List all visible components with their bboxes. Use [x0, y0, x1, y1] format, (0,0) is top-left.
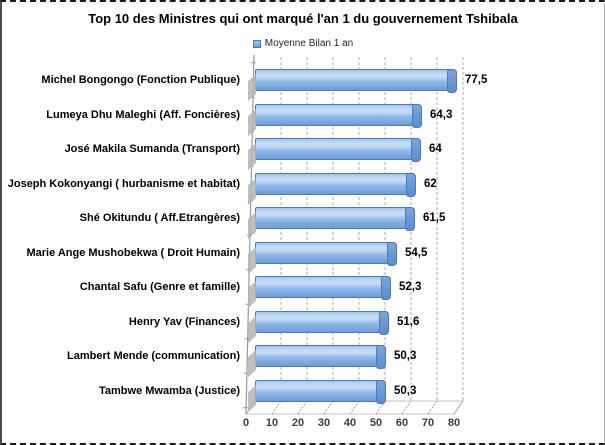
- x-tick-label: 60: [395, 417, 409, 429]
- bar-2: [255, 103, 422, 128]
- category-label: Joseph Kokonyangi ( hurbanisme et habita…: [7, 177, 240, 190]
- value-label: 61,5: [423, 212, 446, 224]
- chart-title: Top 10 des Ministres qui ont marqué l'an…: [88, 11, 518, 26]
- category-label: Lumeya Dhu Maleghi (Aff. Foncières): [46, 108, 240, 121]
- category-label: José Makila Sumanda (Transport): [64, 142, 240, 155]
- bar-7: [255, 276, 391, 300]
- x-tick-label: 0: [242, 417, 250, 429]
- bar-10: [255, 379, 386, 404]
- x-tick-label: 50: [369, 417, 383, 429]
- bar-9: [255, 345, 386, 369]
- category-label: Chantal Safu (Genre et famille): [79, 280, 240, 293]
- category-label: Tambwe Mwamba (Justice): [99, 384, 240, 397]
- x-tick-label: 40: [343, 417, 357, 429]
- legend-swatch-icon: [252, 39, 261, 48]
- bar-3: [255, 138, 421, 162]
- bar-6: [255, 241, 397, 266]
- value-label: 50,3: [394, 384, 417, 397]
- value-label: 77,5: [465, 74, 488, 86]
- category-label: Shé Okitundu ( Aff.Etrangères): [79, 211, 240, 224]
- x-tick-label: 80: [447, 417, 461, 429]
- legend: Moyenne Bilan 1 an: [2, 38, 604, 49]
- value-label: 64: [429, 143, 442, 155]
- bar-5: [255, 207, 415, 231]
- x-tick-label: 20: [291, 417, 305, 429]
- category-label: Henry Yav (Finances): [128, 315, 240, 328]
- bar-4: [255, 172, 416, 197]
- x-tick-label: 70: [421, 417, 435, 429]
- x-tick-label: 30: [317, 417, 331, 429]
- category-label: Marie Ange Mushobekwa ( Droit Humain): [26, 246, 240, 259]
- bar-1: [255, 69, 457, 93]
- plot-area: Michel Bongongo (Fonction Publique) Lumey…: [2, 54, 604, 443]
- value-label: 62: [424, 177, 437, 190]
- category-label: Lambert Mende (communication): [67, 349, 240, 362]
- x-tick-label: 10: [265, 417, 279, 429]
- value-label: 54,5: [405, 246, 428, 259]
- value-label: 51,6: [397, 315, 420, 328]
- bar-8: [255, 310, 389, 335]
- legend-label: Moyenne Bilan 1 an: [264, 38, 354, 49]
- category-label: Michel Bongongo (Fonction Publique): [41, 73, 240, 86]
- value-label: 52,3: [399, 281, 422, 293]
- value-label: 64,3: [430, 108, 453, 121]
- value-label: 50,3: [394, 350, 417, 362]
